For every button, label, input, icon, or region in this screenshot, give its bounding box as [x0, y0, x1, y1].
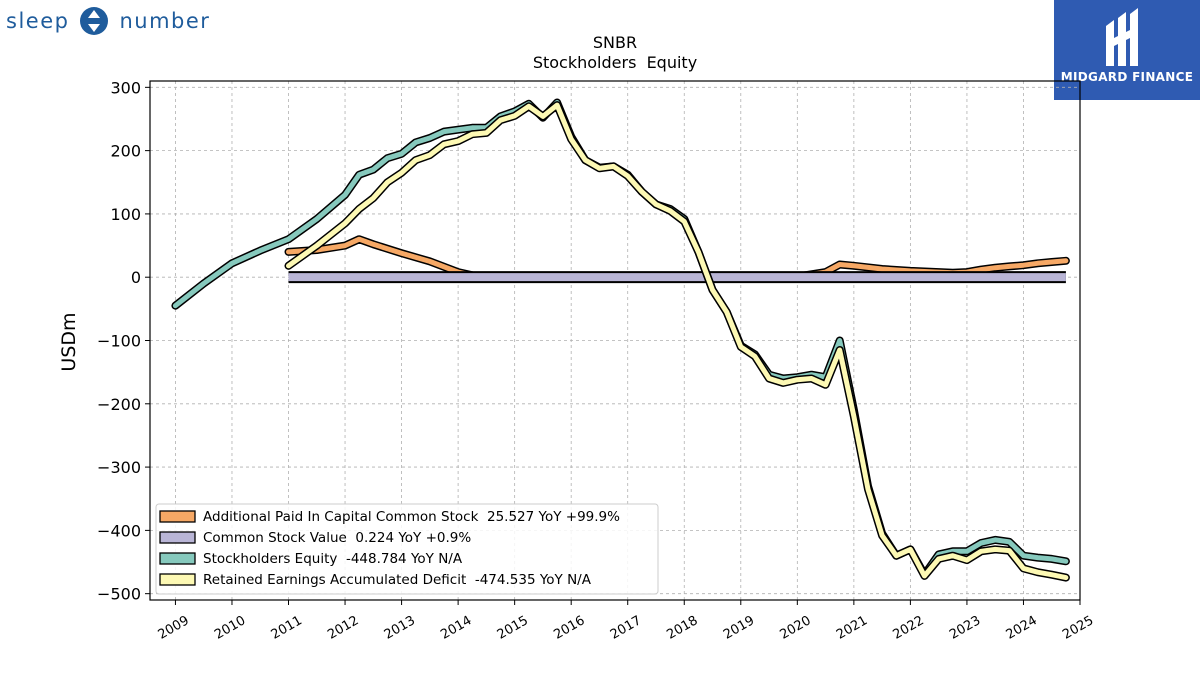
x-tick-label: 2016	[551, 613, 587, 643]
x-tick-label: 2013	[382, 613, 418, 643]
x-tick-label: 2021	[834, 613, 870, 643]
legend-swatch-apic	[159, 510, 196, 523]
x-tick-label: 2019	[721, 613, 757, 643]
watermark-name: MIDGARD FINANCE	[1060, 70, 1194, 84]
y-tick-label: −300	[97, 458, 141, 477]
x-tick-label: 2009	[156, 613, 192, 643]
chart-title: SNBR	[593, 33, 637, 52]
chart-legend: Additional Paid In Capital Common Stock …	[155, 503, 659, 595]
x-tick-label: 2014	[438, 613, 474, 643]
legend-label-common: Common Stock Value 0.224 YoY +0.9%	[203, 530, 471, 546]
series-lines	[171, 98, 1070, 582]
brand-left-text: sleep	[6, 9, 70, 33]
y-tick-label: −200	[97, 395, 141, 414]
sleep-number-mark-icon	[80, 7, 109, 35]
x-tick-label: 2023	[947, 613, 983, 643]
x-tick-label: 2020	[777, 613, 813, 643]
series-retained-line	[286, 102, 1069, 581]
legend-label-retained: Retained Earnings Accumulated Deficit -4…	[203, 572, 592, 588]
x-tick-label: 2022	[891, 613, 927, 643]
y-axis-label: USDm	[58, 312, 80, 371]
x-tick-label: 2018	[664, 613, 700, 643]
sleep-number-logo: sleep number	[6, 4, 210, 38]
legend-label-equity: Stockholders Equity -448.784 YoY N/A	[203, 551, 463, 567]
y-tick-label: 100	[110, 205, 141, 224]
x-tick-label: 2017	[608, 613, 644, 643]
chart-subtitle: Stockholders Equity	[533, 53, 697, 72]
legend-swatch-equity	[159, 552, 196, 565]
x-tick-label: 2012	[325, 613, 361, 643]
legend-swatch-retained	[159, 573, 196, 586]
midgard-logo-icon	[1106, 8, 1138, 66]
y-tick-label: 200	[110, 142, 141, 161]
x-tick-label: 2015	[495, 613, 531, 643]
y-tick-label: −500	[97, 585, 141, 604]
y-tick-label: 300	[110, 78, 141, 97]
x-tick-label: 2024	[1004, 613, 1040, 643]
legend-label-apic: Additional Paid In Capital Common Stock …	[203, 509, 620, 525]
x-tick-label: 2025	[1060, 613, 1096, 643]
x-tick-label: 2011	[269, 613, 305, 643]
x-tick-label: 2010	[212, 613, 248, 643]
brand-right-text: number	[119, 9, 211, 33]
y-tick-label: 0	[131, 268, 141, 287]
midgard-finance-watermark: MIDGARD FINANCE	[1054, 0, 1200, 100]
legend-box	[155, 503, 659, 595]
legend-swatch-common	[159, 531, 196, 544]
y-tick-label: −400	[97, 521, 141, 540]
y-tick-label: −100	[97, 332, 141, 351]
